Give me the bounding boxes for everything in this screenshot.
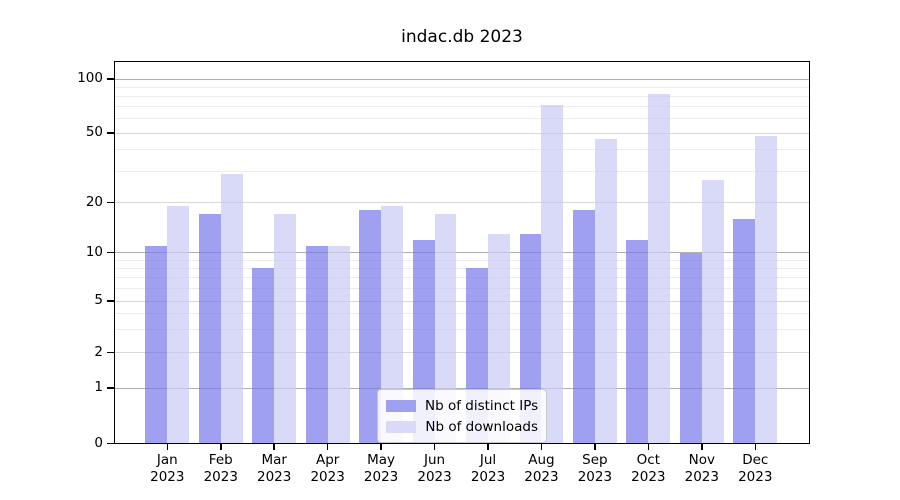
legend-label-distinct-ips: Nb of distinct IPs: [425, 397, 539, 414]
y-tick-2: [107, 351, 114, 354]
legend-item-downloads: Nb of downloads: [386, 416, 538, 437]
x-tick-oct: [647, 443, 650, 450]
bar-jan-distinct-ips: [145, 245, 168, 444]
x-tick-label-apr: Apr 2023: [310, 451, 345, 485]
legend-swatch-downloads: [386, 420, 416, 433]
bar-sep-downloads: [594, 139, 617, 444]
bar-nov-downloads: [701, 179, 724, 444]
bar-may-downloads: [381, 206, 403, 444]
x-tick-sep: [594, 443, 596, 450]
bar-mar-distinct-ips: [252, 268, 275, 444]
y-tick-label-10: 10: [85, 243, 103, 260]
x-tick-label-may: May 2023: [363, 451, 399, 485]
gridline-9: [114, 259, 810, 261]
gridline-4: [114, 313, 810, 315]
gridline-20: [114, 202, 810, 204]
chart-title: indac.db 2023: [401, 27, 523, 47]
bar-feb-distinct-ips: [198, 214, 221, 444]
x-tick-jan: [166, 443, 169, 450]
x-tick-label-jul: Jul 2023: [470, 451, 506, 485]
x-tick-feb: [220, 443, 222, 450]
gridline-5: [114, 300, 810, 302]
bar-apr-distinct-ips: [305, 245, 328, 444]
x-tick-label-sep: Sep 2023: [577, 451, 613, 485]
bar-feb-downloads: [220, 174, 243, 444]
y-tick-1: [107, 387, 114, 389]
legend-label-downloads: Nb of downloads: [425, 418, 538, 435]
gridline-30: [114, 171, 810, 173]
x-tick-mar: [273, 443, 275, 450]
y-tick-5: [107, 300, 114, 302]
x-tick-nov: [701, 443, 703, 450]
x-tick-jun: [433, 443, 436, 450]
bar-nov-distinct-ips: [679, 252, 702, 444]
x-tick-label-mar: Mar 2023: [257, 451, 292, 485]
gridline-3: [114, 329, 810, 331]
legend: Nb of distinct IPs Nb of downloads: [377, 389, 547, 443]
x-tick-jul: [487, 443, 489, 450]
x-tick-label-dec: Dec 2023: [738, 451, 773, 485]
x-tick-label-oct: Oct 2023: [631, 451, 666, 485]
y-tick-100: [107, 78, 114, 80]
bar-jun-downloads: [434, 214, 457, 444]
y-tick-label-0: 0: [94, 434, 103, 451]
bar-may-distinct-ips: [359, 210, 382, 444]
y-tick-label-2: 2: [94, 343, 103, 360]
x-tick-aug: [540, 443, 543, 450]
gridline-6: [114, 287, 810, 289]
x-tick-may: [380, 443, 382, 450]
y-tick-label-5: 5: [94, 292, 103, 308]
y-tick-10: [107, 251, 114, 254]
gridline-7: [114, 277, 810, 279]
gridline-100: [114, 78, 810, 80]
legend-swatch-distinct-ips: [386, 399, 416, 412]
x-tick-label-aug: Aug 2023: [524, 451, 559, 485]
bar-apr-downloads: [327, 245, 350, 444]
y-tick-20: [107, 201, 114, 204]
gridline-70: [114, 106, 810, 108]
y-tick-label-50: 50: [85, 124, 103, 140]
x-tick-dec: [754, 443, 756, 450]
x-tick-label-feb: Feb 2023: [203, 451, 238, 485]
gridline-90: [114, 86, 810, 88]
bar-oct-distinct-ips: [626, 239, 649, 444]
bar-dec-downloads: [755, 136, 778, 444]
x-tick-apr: [326, 443, 329, 450]
bar-oct-downloads: [648, 93, 671, 444]
x-tick-label-jan: Jan 2023: [150, 451, 185, 485]
gridline-40: [114, 149, 810, 151]
y-tick-0: [107, 442, 114, 445]
bar-aug-downloads: [541, 104, 564, 444]
gridline-10: [114, 252, 810, 254]
y-tick-label-1: 1: [94, 379, 103, 395]
gridline-50: [114, 132, 810, 134]
y-tick-50: [107, 132, 114, 134]
gridline-8: [114, 267, 810, 269]
y-tick-label-20: 20: [85, 193, 103, 210]
legend-item-distinct-ips: Nb of distinct IPs: [386, 395, 538, 416]
y-tick-label-100: 100: [77, 70, 103, 86]
gridline-60: [114, 118, 810, 120]
gridline-80: [114, 95, 810, 97]
x-tick-label-nov: Nov 2023: [684, 451, 719, 485]
bar-jan-downloads: [167, 206, 190, 444]
bar-sep-distinct-ips: [573, 210, 595, 444]
x-tick-label-jun: Jun 2023: [417, 451, 452, 485]
bar-mar-downloads: [274, 214, 297, 444]
gridline-2: [114, 352, 810, 354]
gridline-1: [114, 387, 810, 389]
bar-dec-distinct-ips: [733, 218, 756, 444]
